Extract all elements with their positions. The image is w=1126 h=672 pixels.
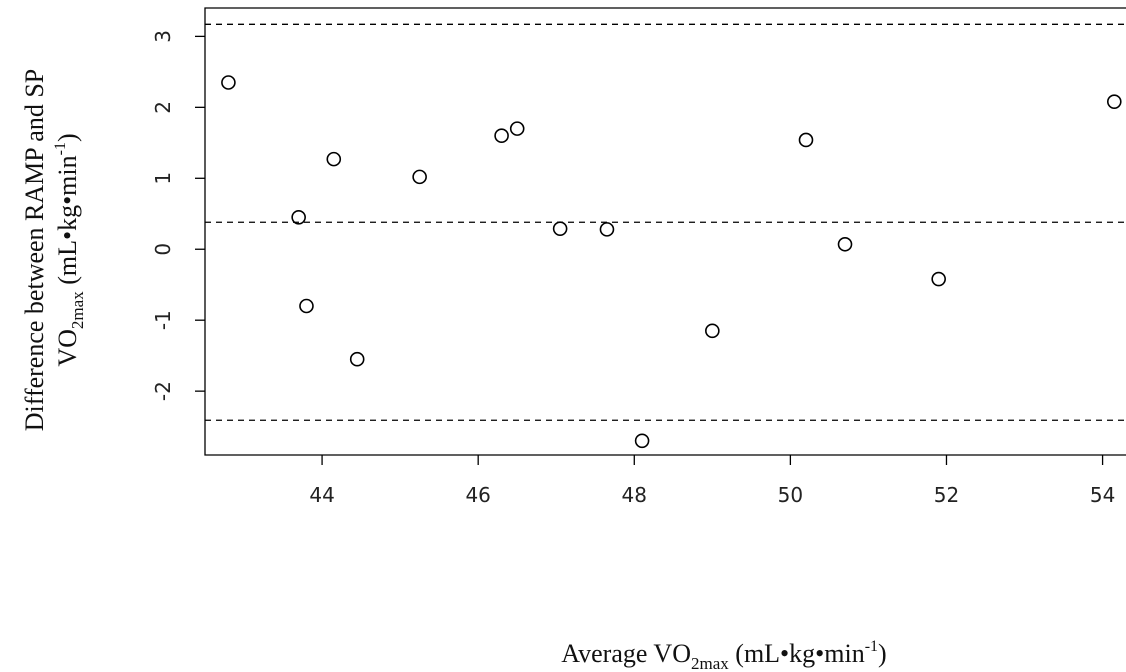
data-point [552, 221, 568, 236]
data-point [299, 298, 314, 314]
data-point [509, 121, 525, 136]
x-tick-label: 46 [465, 483, 490, 507]
data-point [599, 222, 615, 237]
y-tick-label: -1 [151, 310, 175, 330]
y-tick-label: 2 [151, 101, 175, 114]
data-point [326, 151, 342, 167]
data-point [634, 433, 650, 449]
y-tick-label: 3 [151, 30, 175, 43]
x-axis-title: Average VO2max (mL•kg•min-1) [561, 638, 886, 672]
y-axis-title-line2: VO2max (mL•kg•min-1) [52, 133, 87, 366]
x-tick-label: 48 [622, 483, 647, 507]
data-point [1106, 94, 1122, 109]
data-point [291, 210, 306, 225]
data-point [931, 271, 946, 287]
plot-frame [204, 7, 1126, 456]
plot-border [204, 7, 1126, 456]
data-point [705, 323, 720, 339]
x-tick-label: 50 [778, 483, 803, 507]
y-axis-ticks: -2 -1 0 1 2 3 [151, 30, 205, 401]
x-tick-label: 44 [309, 483, 334, 507]
reference-lines [205, 23, 1126, 421]
data-point [837, 236, 853, 252]
y-axis-title: Difference between RAMP and SP VO2max (m… [20, 69, 87, 431]
data-point [412, 169, 427, 185]
data-point [798, 132, 814, 148]
data-point [221, 75, 236, 90]
data-point [494, 128, 509, 144]
x-tick-label: 54 [1090, 483, 1115, 507]
data-point [349, 351, 365, 367]
y-tick-label: 0 [151, 243, 175, 256]
data-points [221, 75, 1122, 449]
x-tick-label: 52 [934, 483, 959, 507]
y-tick-label: 1 [151, 172, 175, 185]
y-axis-title-line1: Difference between RAMP and SP [20, 69, 49, 431]
x-axis-ticks: 44 46 48 50 52 54 [309, 455, 1115, 507]
y-tick-label: -2 [151, 381, 175, 401]
